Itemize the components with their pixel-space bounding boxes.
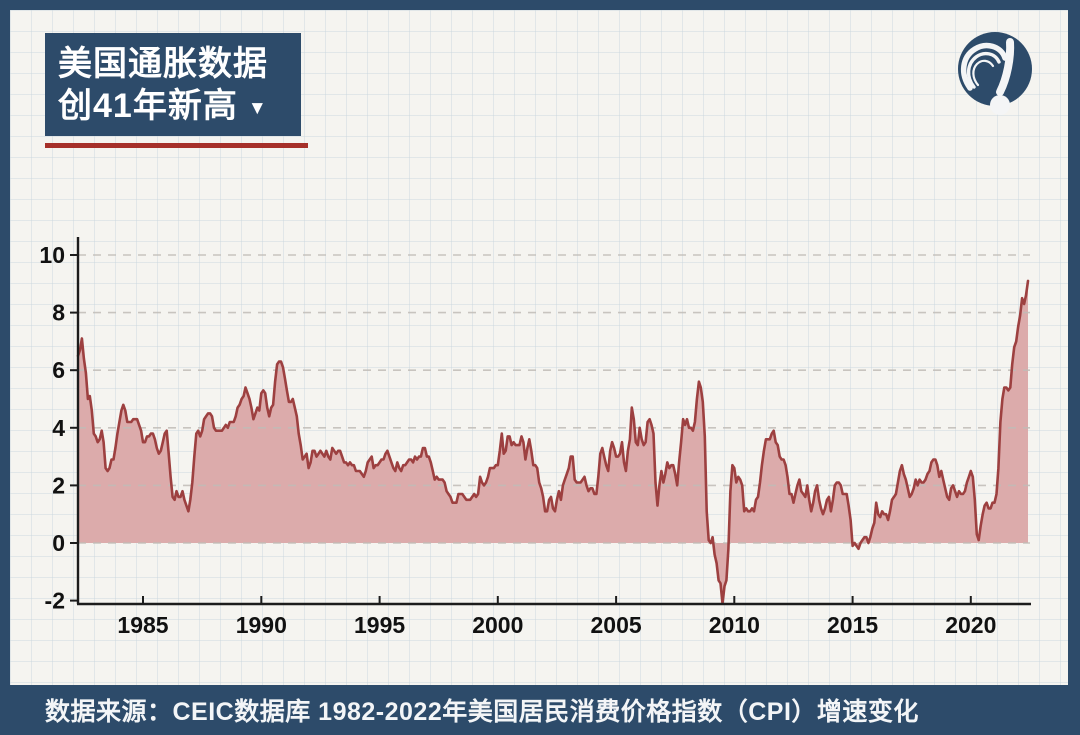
x-tick-label: 2010 (709, 612, 760, 638)
title-accent-bar (45, 143, 308, 148)
y-tick-label: 0 (52, 530, 65, 556)
y-tick-label: 8 (52, 300, 65, 326)
title-line-2-text: 创41年新高 (58, 87, 238, 125)
y-tick-label: -2 (45, 588, 65, 614)
data-source-text: 数据来源：CEIC数据库 1982-2022年美国居民消费价格指数（CPI）增速… (45, 698, 919, 726)
cpi-line (76, 279, 1030, 605)
brand-logo-icon (958, 32, 1032, 115)
y-tick-label: 2 (52, 472, 65, 498)
area-fill (78, 280, 1028, 604)
x-tick-label: 1985 (117, 612, 168, 638)
x-tick-label: 1990 (236, 612, 287, 638)
title-line-1: 美国通胀数据 (58, 45, 268, 83)
title-line-2: 创41年新高 ▼ (58, 85, 301, 130)
x-tick-label: 2020 (945, 612, 996, 638)
y-tick-label: 4 (52, 415, 65, 441)
x-tick-label: 2005 (591, 612, 642, 638)
x-tick-label: 2015 (827, 612, 878, 638)
title-card: 美国通胀数据 创41年新高 ▼ (45, 33, 301, 136)
y-tick-label: 10 (39, 242, 65, 268)
dropdown-arrow-icon: ▼ (247, 98, 267, 119)
x-tick-label: 2000 (472, 612, 523, 638)
x-tick-label: 1995 (354, 612, 405, 638)
data-source-footer: 数据来源：CEIC数据库 1982-2022年美国居民消费价格指数（CPI）增速… (0, 685, 1080, 735)
y-tick-label: 6 (52, 357, 65, 383)
